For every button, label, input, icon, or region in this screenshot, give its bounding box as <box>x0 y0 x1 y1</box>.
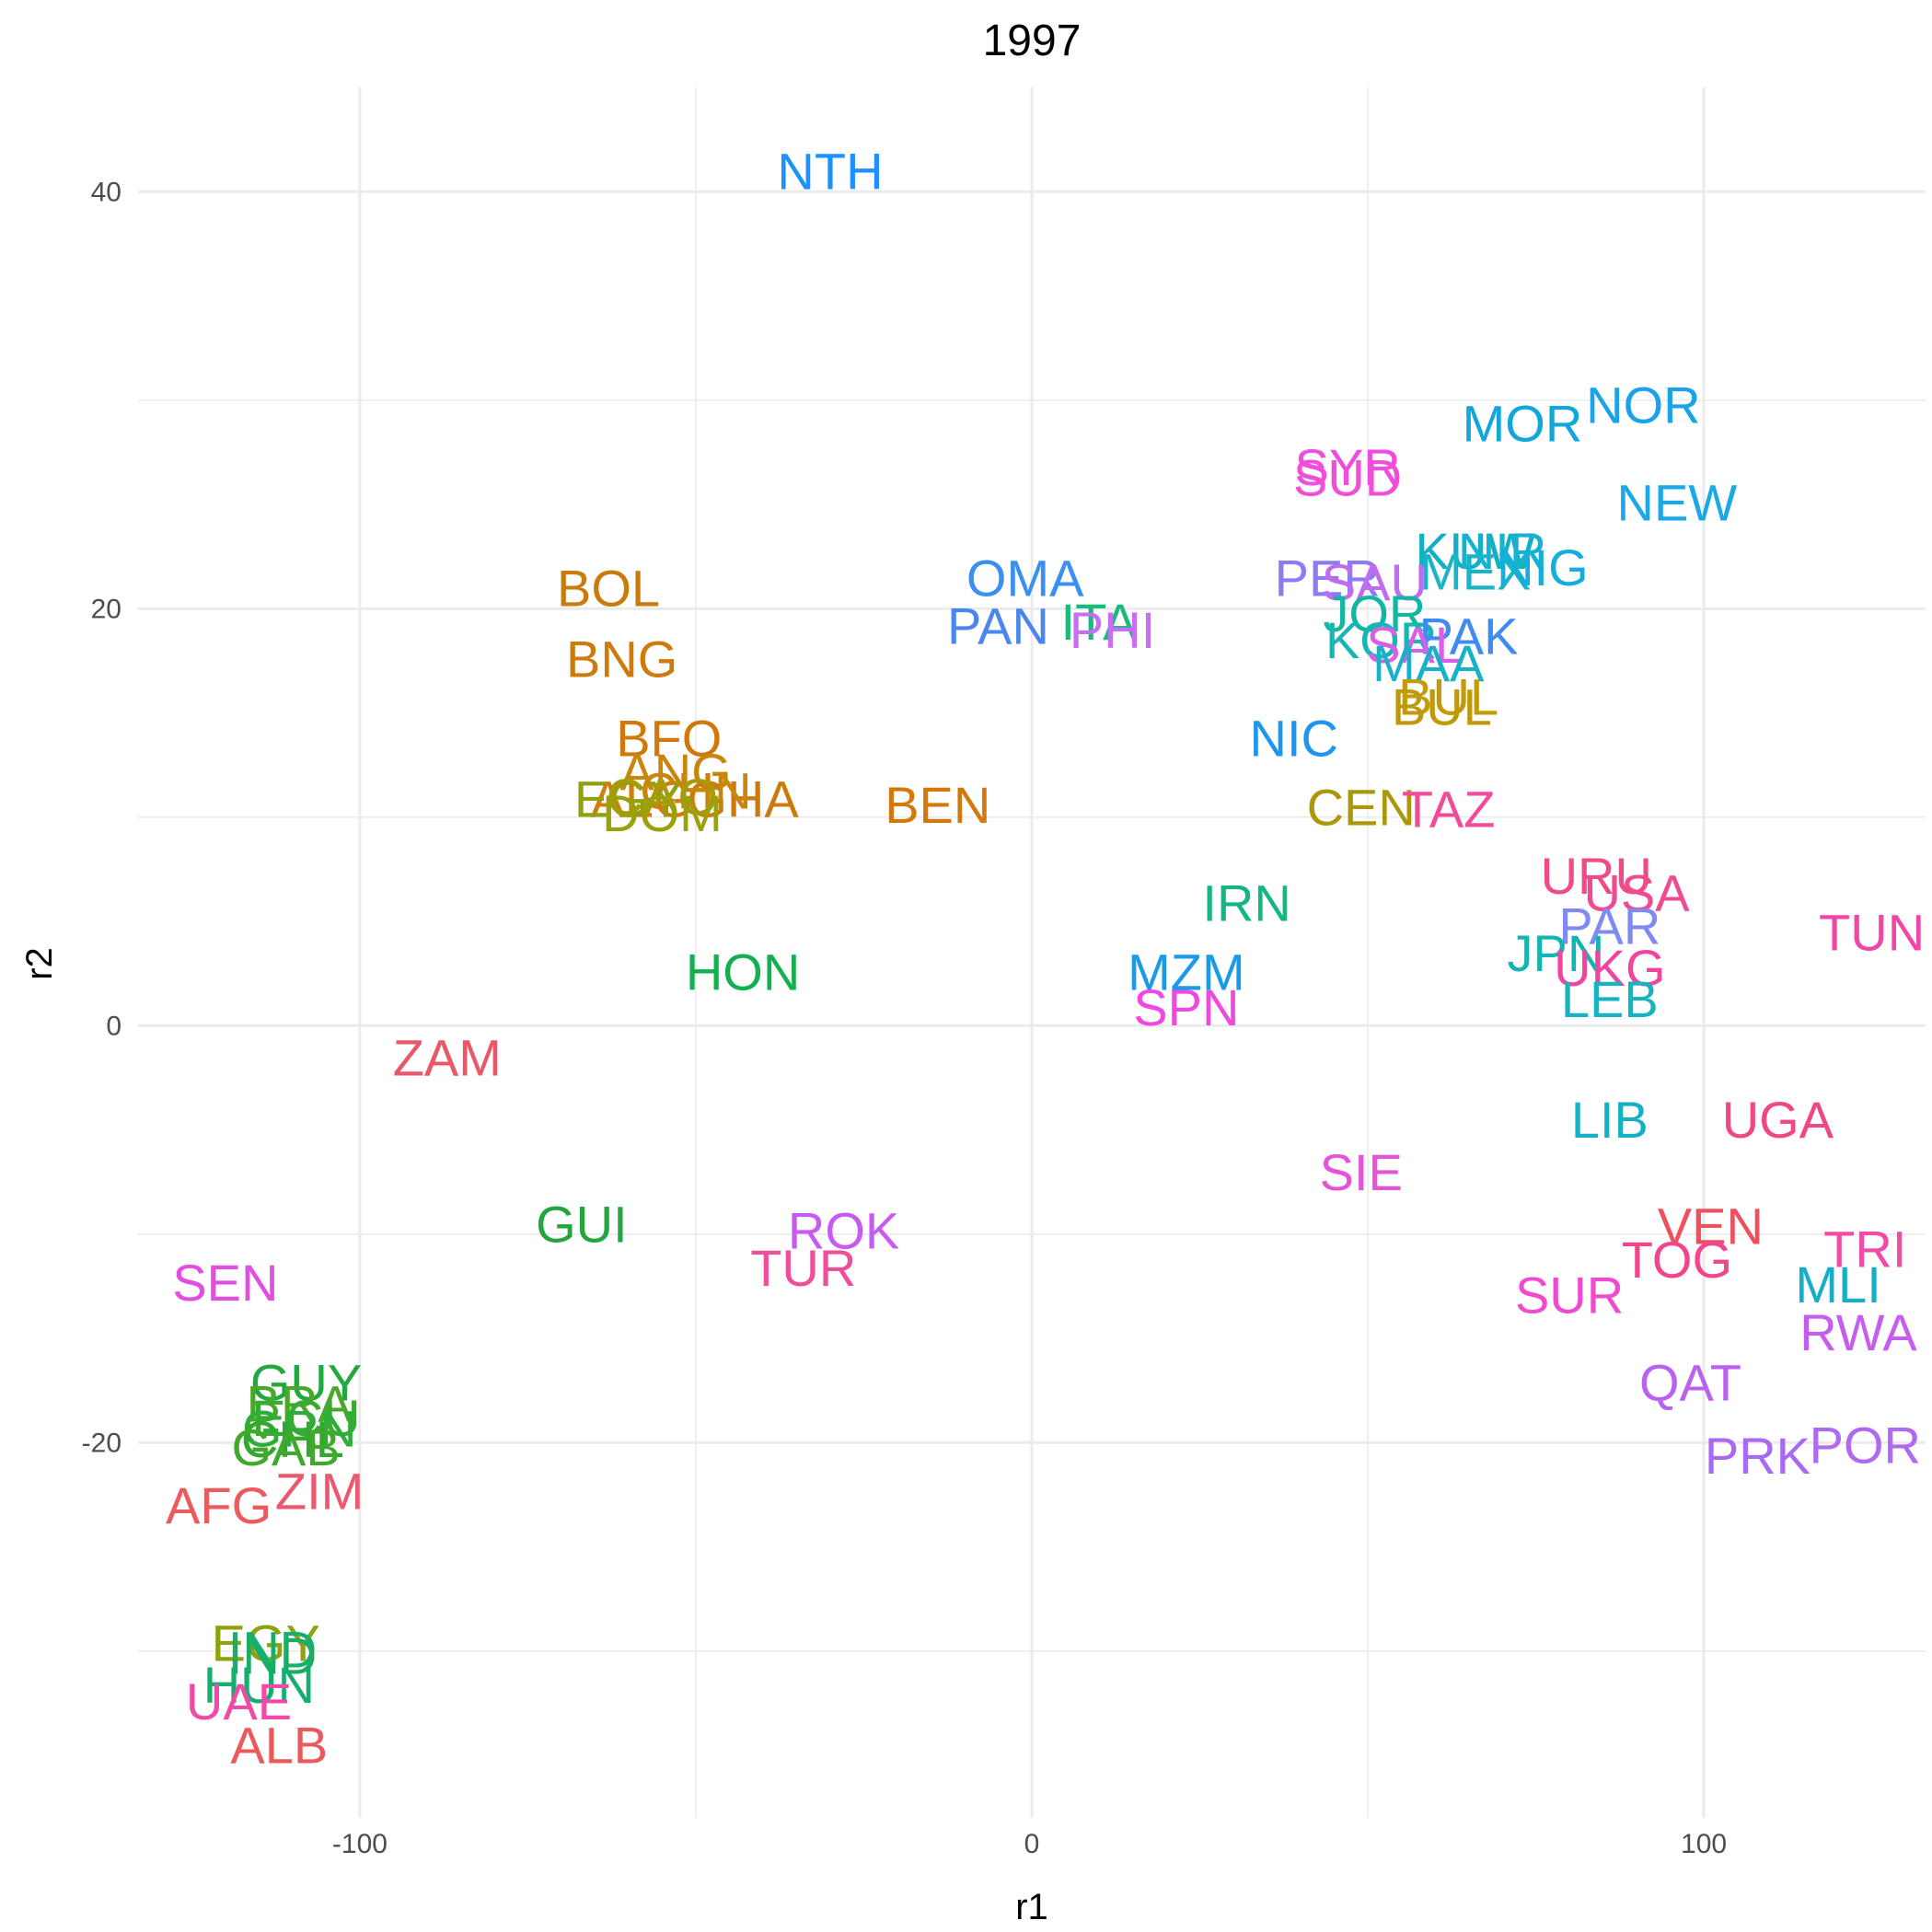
point-label-egy: EGY <box>574 769 683 827</box>
x-tick-label: 100 <box>1681 1829 1727 1859</box>
point-label-kuw: KUW <box>1416 522 1536 580</box>
point-label-prk: PRK <box>1705 1427 1811 1485</box>
point-label-ben: BEN <box>885 776 990 834</box>
point-label-egy: EGY <box>212 1614 320 1672</box>
point-label-grn: GRN <box>242 1399 356 1457</box>
point-label-irn: IRN <box>1202 874 1290 932</box>
point-label-bng: BNG <box>566 631 677 688</box>
point-label-nor: NOR <box>1586 376 1700 434</box>
point-label-ecu: ECU <box>251 1389 360 1447</box>
point-label-gab: GAB <box>231 1418 340 1476</box>
point-label-hun: HUN <box>203 1656 315 1714</box>
point-label-guy: GUY <box>250 1354 362 1412</box>
point-label-alg: ALG <box>591 769 694 827</box>
point-label-mor: MOR <box>1463 395 1583 453</box>
point-label-dom: DOM <box>602 784 723 842</box>
point-label-tur: TUR <box>750 1239 856 1297</box>
point-label-oma: OMA <box>966 549 1084 607</box>
point-label-cao: CAO <box>607 768 718 826</box>
point-label-taz: TAZ <box>1402 781 1496 839</box>
point-label-mli: MLI <box>1795 1255 1880 1313</box>
point-label-qat: QAT <box>1639 1354 1741 1412</box>
point-label-ind: IND <box>228 1626 317 1684</box>
y-axis-title: r2 <box>19 947 60 980</box>
point-label-par: PAR <box>1558 897 1660 955</box>
point-label-por: POR <box>1810 1417 1921 1475</box>
point-label-ita: ITA <box>1061 593 1139 651</box>
point-label-afg: AFG <box>166 1476 272 1534</box>
point-label-ang: ANG <box>619 743 731 801</box>
point-label-gha: GHA <box>687 769 799 827</box>
chart-title: 1997 <box>983 17 1082 65</box>
point-label-zam: ZAM <box>393 1028 502 1086</box>
point-label-sur: SUR <box>1515 1266 1624 1324</box>
point-label-ven: VEN <box>1658 1197 1764 1255</box>
point-label-tun: TUN <box>1819 903 1925 961</box>
point-label-tog: TOG <box>1622 1231 1732 1289</box>
y-tick-label: 0 <box>106 1011 121 1041</box>
point-label-mex: MEX <box>1419 542 1531 600</box>
point-label-gui: GUI <box>536 1195 628 1253</box>
point-label-sud: SUD <box>1293 449 1402 507</box>
point-label-jpn: JPN <box>1508 924 1605 982</box>
point-label-rwa: RWA <box>1799 1303 1917 1361</box>
point-label-uae: UAE <box>186 1672 292 1730</box>
point-label-leb: LEB <box>1561 970 1659 1028</box>
point-label-syr: SYR <box>1295 438 1401 496</box>
point-label-per: PER <box>1275 549 1381 607</box>
point-label-uga: UGA <box>1722 1091 1834 1149</box>
point-label-alb: ALB <box>230 1717 328 1775</box>
point-label-mzm: MZM <box>1128 943 1245 1001</box>
point-label-bul: BUL <box>1392 678 1492 736</box>
point-label-chn: CHN <box>640 761 751 819</box>
point-label-sal: SAL <box>1366 616 1463 674</box>
point-label-new: NEW <box>1617 474 1738 532</box>
axis-ticks: -100 0 100 -20 0 20 40 <box>82 177 1727 1859</box>
point-label-sau: SAU <box>1322 553 1428 611</box>
point-label-rok: ROK <box>788 1201 899 1259</box>
x-tick-label: 0 <box>1024 1829 1040 1859</box>
point-label-jor: JOR <box>1323 584 1426 642</box>
point-label-pak: PAK <box>1419 607 1519 665</box>
point-label-sen: SEN <box>172 1254 278 1312</box>
point-label-uru: URU <box>1541 847 1652 905</box>
point-label-bfo: BFO <box>616 710 722 768</box>
point-label-nth: NTH <box>777 143 883 201</box>
point-label-bra: BRA <box>247 1374 353 1432</box>
point-label-sie: SIE <box>1320 1143 1403 1201</box>
point-label-bul: BUL <box>1398 667 1498 725</box>
y-tick-label: 40 <box>91 177 121 207</box>
grid-lines <box>138 87 1926 1818</box>
point-label-lib: LIB <box>1571 1091 1649 1149</box>
point-label-bol: BOL <box>557 560 660 618</box>
point-label-tri: TRI <box>1823 1221 1906 1278</box>
x-tick-label: -100 <box>332 1829 388 1859</box>
point-label-nic: NIC <box>1250 710 1338 768</box>
point-label-ukg: UKG <box>1554 939 1665 997</box>
point-label-maa: MAA <box>1372 634 1485 692</box>
point-label-zim: ZIM <box>275 1462 364 1520</box>
point-label-phi: PHI <box>1070 601 1155 659</box>
point-label-nig: NIG <box>1497 538 1589 596</box>
y-tick-label: -20 <box>82 1428 121 1458</box>
point-label-spn: SPN <box>1133 978 1239 1036</box>
point-label-kor: KOR <box>1325 611 1437 669</box>
point-label-cen: CEN <box>1307 778 1416 836</box>
point-label-ind: IND <box>228 1621 317 1679</box>
point-label-usa: USA <box>1583 863 1690 921</box>
x-axis-title: r1 <box>1015 1887 1048 1927</box>
point-label-hon: HON <box>686 943 800 1001</box>
point-label-nir: NIR <box>1458 522 1546 580</box>
point-label-pan: PAN <box>947 596 1049 654</box>
y-tick-label: 20 <box>91 594 121 624</box>
point-label-chl: CHL <box>241 1410 344 1468</box>
